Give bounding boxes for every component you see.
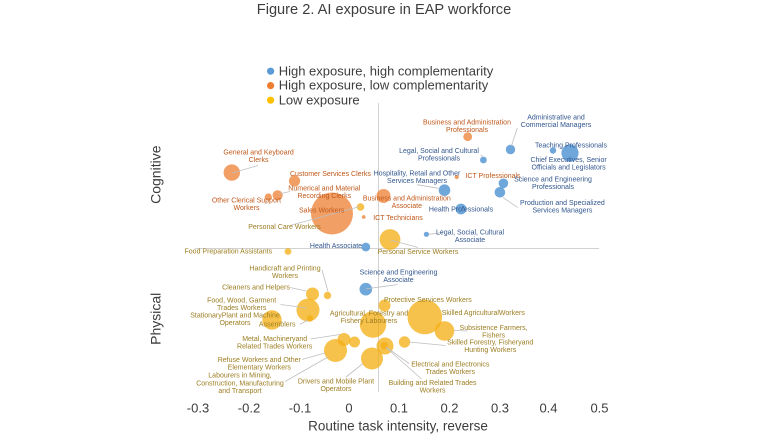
svg-text:Recording Clerks: Recording Clerks — [297, 193, 351, 200]
svg-text:0.2: 0.2 — [440, 401, 458, 416]
svg-text:Science and Engineering: Science and Engineering — [514, 177, 592, 184]
svg-text:Production and Specialized: Production and Specialized — [520, 200, 605, 207]
svg-text:Fishers: Fishers — [482, 333, 505, 340]
svg-text:-0.3: -0.3 — [187, 401, 209, 416]
svg-text:Customer Services Clerks: Customer Services Clerks — [290, 171, 371, 178]
svg-text:Labourers in Mining,: Labourers in Mining, — [208, 373, 271, 380]
svg-text:Drivers and Mobile Plant: Drivers and Mobile Plant — [298, 378, 374, 385]
svg-text:Assemblers: Assemblers — [259, 322, 296, 329]
svg-text:Cleaners and Helpers: Cleaners and Helpers — [222, 285, 290, 292]
svg-text:Skilled Forestry, Fisheryand: Skilled Forestry, Fisheryand — [447, 340, 533, 347]
svg-text:Teaching Professionals: Teaching Professionals — [535, 142, 607, 149]
svg-text:0.1: 0.1 — [390, 401, 408, 416]
svg-text:0: 0 — [345, 401, 352, 416]
svg-text:Trades Workers: Trades Workers — [217, 305, 267, 312]
svg-text:Metal, Machineryand: Metal, Machineryand — [242, 336, 307, 343]
svg-text:Services Managers: Services Managers — [387, 178, 447, 185]
svg-text:Clerks: Clerks — [249, 157, 269, 164]
svg-text:Professionals: Professionals — [446, 127, 489, 134]
svg-text:Skilled AgriculturalWorkers: Skilled AgriculturalWorkers — [442, 310, 526, 317]
svg-text:Business and Administration: Business and Administration — [363, 195, 451, 202]
svg-text:Workers: Workers — [234, 205, 260, 212]
svg-text:Construction, Manufacturing: Construction, Manufacturing — [196, 380, 284, 387]
svg-text:0.5: 0.5 — [590, 401, 608, 416]
svg-text:Routine task intensity, revers: Routine task intensity, reverse — [308, 419, 488, 434]
svg-text:Subsistence Farmers,: Subsistence Farmers, — [460, 325, 528, 332]
svg-text:Legal, Social and Cultural: Legal, Social and Cultural — [399, 148, 479, 155]
svg-text:Business and Administration: Business and Administration — [423, 119, 511, 126]
svg-text:and Transport: and Transport — [218, 388, 261, 395]
svg-text:-0.2: -0.2 — [238, 401, 260, 416]
svg-text:Food Preparation Assistants: Food Preparation Assistants — [185, 249, 273, 256]
svg-text:Chief Executives, Senior: Chief Executives, Senior — [530, 157, 607, 164]
svg-text:Operators: Operators — [320, 386, 352, 393]
svg-text:Low exposure: Low exposure — [279, 92, 360, 107]
svg-text:0.4: 0.4 — [539, 401, 557, 416]
svg-text:Electrical and Electronics: Electrical and Electronics — [411, 362, 490, 369]
svg-text:Numerical and Material: Numerical and Material — [288, 186, 360, 193]
svg-text:Fishery Labourers: Fishery Labourers — [341, 318, 398, 325]
svg-text:Associate: Associate — [392, 203, 422, 210]
svg-text:Physical: Physical — [147, 293, 163, 345]
svg-text:Health Associate: Health Associate — [310, 243, 362, 250]
svg-text:Associate: Associate — [455, 237, 485, 244]
svg-text:Sales Workers: Sales Workers — [299, 208, 345, 215]
svg-text:Other Clerical Support: Other Clerical Support — [212, 198, 281, 205]
svg-text:General and Keyboard: General and Keyboard — [223, 150, 294, 157]
svg-text:Operators: Operators — [219, 320, 251, 327]
svg-text:Science and Engineering: Science and Engineering — [360, 269, 438, 276]
svg-text:Figure 2. AI exposure in EAP w: Figure 2. AI exposure in EAP workforce — [257, 2, 511, 18]
svg-text:Refuse Workers and Other: Refuse Workers and Other — [218, 357, 302, 364]
svg-text:Related Trades Workers: Related Trades Workers — [237, 343, 313, 350]
svg-text:Health Professionals: Health Professionals — [429, 207, 494, 214]
svg-text:Commercial Managers: Commercial Managers — [521, 122, 592, 129]
svg-text:Handicraft and Printing: Handicraft and Printing — [249, 265, 320, 272]
svg-text:Workers: Workers — [272, 273, 298, 280]
svg-text:StationaryPlant and Machine: StationaryPlant and Machine — [190, 312, 280, 319]
svg-text:Agricultural, Forestry and: Agricultural, Forestry and — [330, 310, 408, 317]
svg-text:Personal Care Workers: Personal Care Workers — [248, 224, 321, 231]
svg-text:High exposure, low complementa: High exposure, low complementarity — [279, 78, 489, 93]
svg-text:Officials and Legislators: Officials and Legislators — [532, 165, 607, 172]
svg-text:Services Managers: Services Managers — [532, 208, 592, 215]
svg-text:Hunting Workers: Hunting Workers — [464, 347, 517, 354]
svg-text:ICT Professionals: ICT Professionals — [465, 173, 521, 180]
svg-text:Associate: Associate — [383, 277, 413, 284]
svg-text:ICT Technicians: ICT Technicians — [373, 215, 423, 222]
svg-text:Workers: Workers — [420, 388, 446, 395]
svg-text:Professionals: Professionals — [418, 156, 461, 163]
svg-text:Hospitality, Retail and Other: Hospitality, Retail and Other — [374, 170, 461, 177]
svg-text:Food, Wood, Garment: Food, Wood, Garment — [207, 298, 276, 305]
svg-text:Professionals: Professionals — [532, 184, 575, 191]
svg-text:Building and Related Trades: Building and Related Trades — [389, 380, 477, 387]
svg-text:Protective Services Workers: Protective Services Workers — [384, 297, 472, 304]
svg-text:Legal, Social, Cultural: Legal, Social, Cultural — [436, 230, 505, 237]
svg-text:High exposure, high complement: High exposure, high complementarity — [279, 63, 494, 78]
svg-text:Elementary Workers: Elementary Workers — [228, 364, 292, 371]
svg-text:0.3: 0.3 — [491, 401, 509, 416]
svg-text:Personal Service Workers: Personal Service Workers — [378, 249, 459, 256]
svg-text:Trades Workers: Trades Workers — [426, 369, 476, 376]
svg-text:Administrative and: Administrative and — [527, 115, 585, 122]
svg-text:-0.1: -0.1 — [289, 401, 311, 416]
svg-text:Cognitive: Cognitive — [147, 145, 163, 204]
